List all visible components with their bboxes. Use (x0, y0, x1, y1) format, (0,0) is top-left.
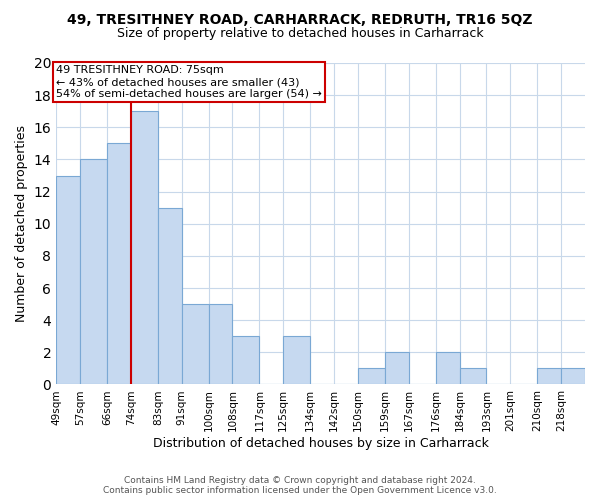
Bar (182, 304, 209, 384)
Bar (209, 304, 232, 384)
Text: Size of property relative to detached houses in Carharrack: Size of property relative to detached ho… (116, 28, 484, 40)
X-axis label: Distribution of detached houses by size in Carharrack: Distribution of detached houses by size … (152, 437, 488, 450)
Bar (56, 176, 80, 384)
Bar (537, 368, 561, 384)
Bar (283, 336, 310, 384)
Bar (158, 208, 182, 384)
Bar (131, 111, 158, 384)
Y-axis label: Number of detached properties: Number of detached properties (15, 125, 28, 322)
Bar (460, 368, 487, 384)
Bar (107, 144, 131, 384)
Bar (561, 368, 585, 384)
Bar (80, 160, 107, 384)
Bar (358, 368, 385, 384)
Text: 49 TRESITHNEY ROAD: 75sqm
← 43% of detached houses are smaller (43)
54% of semi-: 49 TRESITHNEY ROAD: 75sqm ← 43% of detac… (56, 66, 322, 98)
Bar (436, 352, 460, 384)
Bar (232, 336, 259, 384)
Bar (385, 352, 409, 384)
Text: 49, TRESITHNEY ROAD, CARHARRACK, REDRUTH, TR16 5QZ: 49, TRESITHNEY ROAD, CARHARRACK, REDRUTH… (67, 12, 533, 26)
Text: Contains HM Land Registry data © Crown copyright and database right 2024.
Contai: Contains HM Land Registry data © Crown c… (103, 476, 497, 495)
